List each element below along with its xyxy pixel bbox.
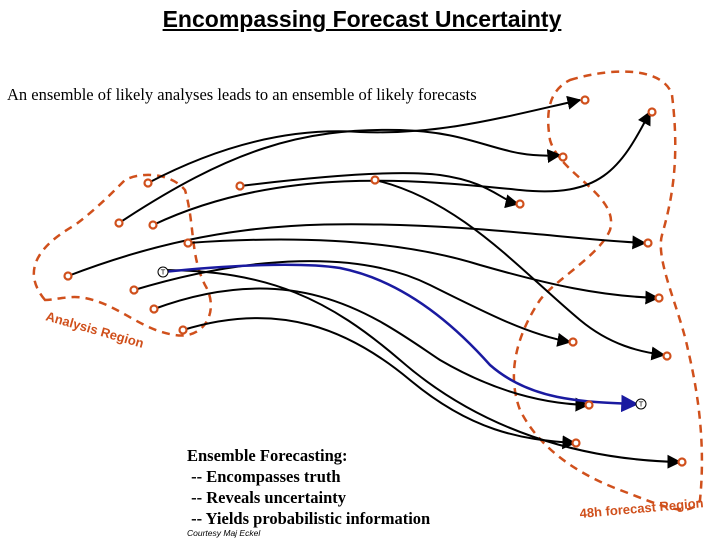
info-box: Ensemble Forecasting: -- Encompasses tru… [187, 445, 430, 529]
info-heading: Ensemble Forecasting: [187, 446, 348, 465]
courtesy-note: Courtesy Maj Eckel [187, 528, 261, 538]
forecast-point [584, 400, 594, 410]
forecast-point [647, 107, 657, 117]
analysis-point [63, 271, 73, 281]
forecast-region-outline [512, 70, 704, 511]
trajectory-4 [152, 110, 651, 226]
ensemble-trajectories [67, 95, 682, 469]
subtitle: An ensemble of likely analyses leads to … [7, 85, 477, 104]
analysis-region-label: Analysis Region [44, 308, 145, 350]
trajectory-3 [239, 172, 520, 209]
analysis-point [149, 304, 159, 314]
forecast-point [568, 337, 578, 347]
trajectory-6 [187, 238, 660, 305]
analysis-point [148, 220, 158, 230]
forecast-point [515, 199, 525, 209]
analysis-point [129, 285, 139, 295]
trajectory-11 [159, 269, 682, 469]
forecast-point [643, 238, 653, 248]
info-bullet: -- Yields probabilistic information [187, 509, 431, 528]
info-bullet: -- Encompasses truth [187, 467, 341, 486]
analysis-point [114, 218, 124, 228]
truth-start-marker: T [157, 266, 169, 278]
forecast-point [677, 457, 687, 467]
forecast-point [571, 438, 581, 448]
truth-end-marker: T [635, 398, 647, 410]
analysis-point [183, 238, 193, 248]
forecast-point [558, 152, 568, 162]
info-bullet: -- Reveals uncertainty [187, 488, 347, 507]
page-title: Encompassing Forecast Uncertainty [162, 6, 562, 32]
trajectory-5 [67, 223, 647, 277]
forecast-region-label: 48h forecast Region [579, 495, 704, 521]
analysis-point [370, 175, 380, 185]
forecast-point [662, 351, 672, 361]
analysis-point [143, 178, 153, 188]
trajectory-2 [118, 128, 562, 224]
forecast-point [654, 293, 664, 303]
analysis-point [178, 325, 188, 335]
trajectory-1 [147, 95, 582, 184]
trajectory-10 [182, 317, 577, 450]
trajectory-8 [133, 260, 572, 347]
truth-start-label: T [160, 269, 166, 277]
analysis-point [235, 181, 245, 191]
truth-end-label: T [638, 401, 644, 409]
forecast-point [580, 95, 590, 105]
trajectory-9 [153, 287, 590, 412]
truth-trajectory [162, 263, 639, 413]
trajectory-7 [374, 179, 666, 361]
ensemble-points [63, 95, 687, 467]
